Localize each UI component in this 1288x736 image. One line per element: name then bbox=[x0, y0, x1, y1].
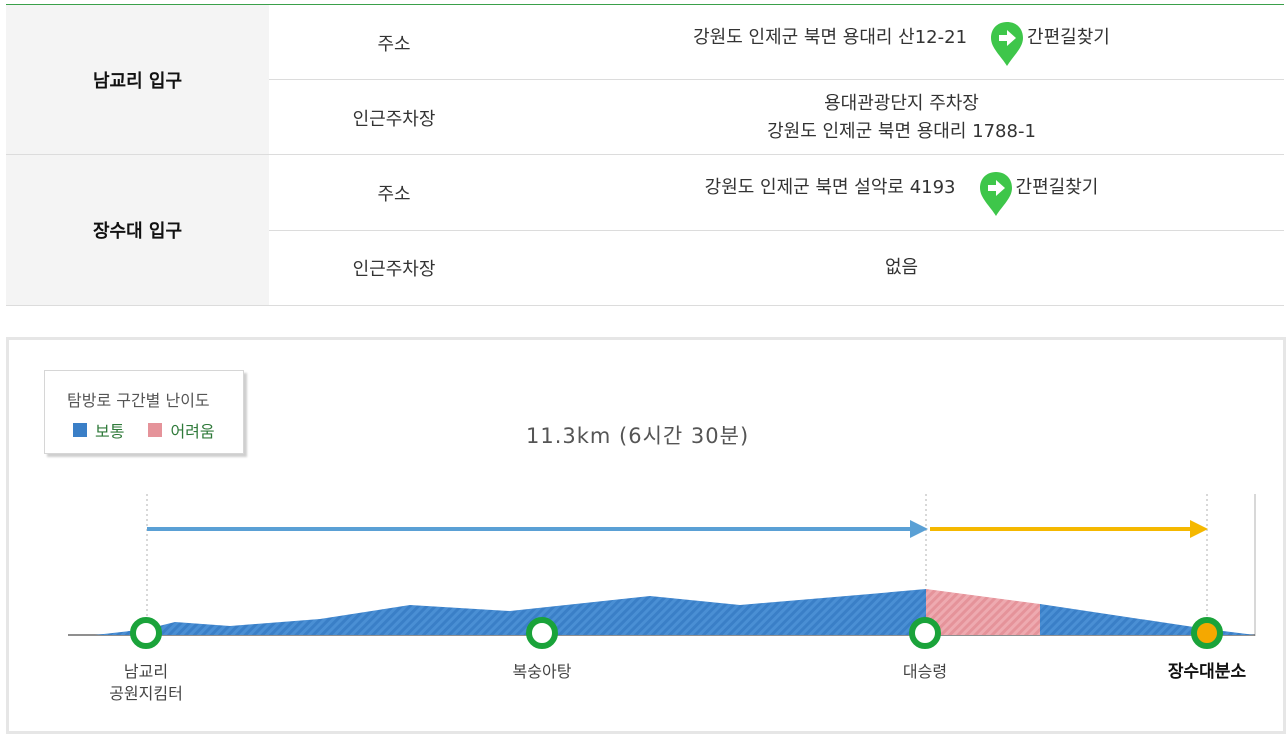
row-divider bbox=[269, 79, 1284, 80]
elevation-normal-segment bbox=[1040, 604, 1255, 635]
row-divider bbox=[269, 230, 1284, 231]
legend-normal: 보통 bbox=[95, 422, 125, 441]
stop-label-boksungatang: 복숭아탕 bbox=[512, 662, 572, 681]
group-divider bbox=[6, 154, 1284, 155]
arrow-head-blue bbox=[910, 520, 928, 538]
address-value: 강원도 인제군 북면 용대리 산12-21 간편길찾기 bbox=[519, 0, 1284, 75]
address-label: 주소 bbox=[377, 33, 411, 55]
elevation-normal-segment bbox=[95, 589, 926, 635]
legend-items: 보통 어려움 bbox=[73, 418, 215, 442]
parking-value: 용대관광단지 주차장 강원도 인제군 북면 용대리 1788-1 bbox=[519, 80, 1284, 155]
stop-node-end bbox=[1191, 617, 1223, 649]
legend-swatch-hard bbox=[148, 423, 163, 437]
stop-node bbox=[130, 617, 162, 649]
location-pin-arrow-icon bbox=[979, 171, 1012, 216]
group-name: 남교리 입구 bbox=[92, 71, 183, 92]
parking-none: 없음 bbox=[884, 256, 919, 278]
location-pin-arrow-icon bbox=[991, 21, 1024, 66]
stop-node bbox=[526, 617, 558, 649]
stop-label-daeseungnyeong: 대승령 bbox=[902, 662, 948, 681]
difficulty-legend: 탐방로 구간별 난이도 보통 어려움 bbox=[44, 370, 244, 454]
parking-label: 인근주차장 bbox=[352, 258, 436, 280]
findway-button[interactable]: 간편길찾기 bbox=[989, 14, 1110, 66]
findway-label[interactable]: 간편길찾기 bbox=[1015, 176, 1099, 198]
trail-total-distance: 11.3km (6시간 30분) bbox=[526, 424, 750, 448]
parking-value: 없음 bbox=[519, 230, 1284, 305]
address-text: 강원도 인제군 북면 용대리 산12-21 bbox=[693, 26, 968, 48]
address-label: 주소 bbox=[377, 183, 411, 205]
findway-button[interactable]: 간편길찾기 bbox=[978, 164, 1099, 216]
stop-node bbox=[909, 617, 941, 649]
group-name: 장수대 입구 bbox=[92, 221, 183, 242]
address-value: 강원도 인제군 북면 설악로 4193 간편길찾기 bbox=[519, 150, 1284, 225]
parking-label: 인근주차장 bbox=[352, 108, 436, 130]
legend-swatch-normal bbox=[73, 423, 87, 437]
parking-address: 강원도 인제군 북면 용대리 1788-1 bbox=[767, 120, 1036, 142]
stop-label-start: 남교리 공원지킴터 bbox=[109, 662, 183, 703]
group-header-nangyori: 남교리 입구 bbox=[6, 5, 269, 155]
group-header-jangsudae: 장수대 입구 bbox=[6, 155, 269, 305]
arrow-head-yellow bbox=[1190, 520, 1208, 538]
stop-label-end: 장수대분소 bbox=[1167, 662, 1247, 682]
address-text: 강원도 인제군 북면 설악로 4193 bbox=[704, 176, 956, 198]
legend-hard: 어려움 bbox=[170, 422, 215, 441]
parking-name: 용대관광단지 주차장 bbox=[824, 92, 979, 114]
legend-title: 탐방로 구간별 난이도 bbox=[67, 391, 210, 410]
table-top-border bbox=[6, 4, 1284, 5]
elevation-hard-segment bbox=[926, 589, 1040, 635]
findway-label[interactable]: 간편길찾기 bbox=[1027, 26, 1110, 48]
table-bottom-border bbox=[6, 305, 1284, 306]
